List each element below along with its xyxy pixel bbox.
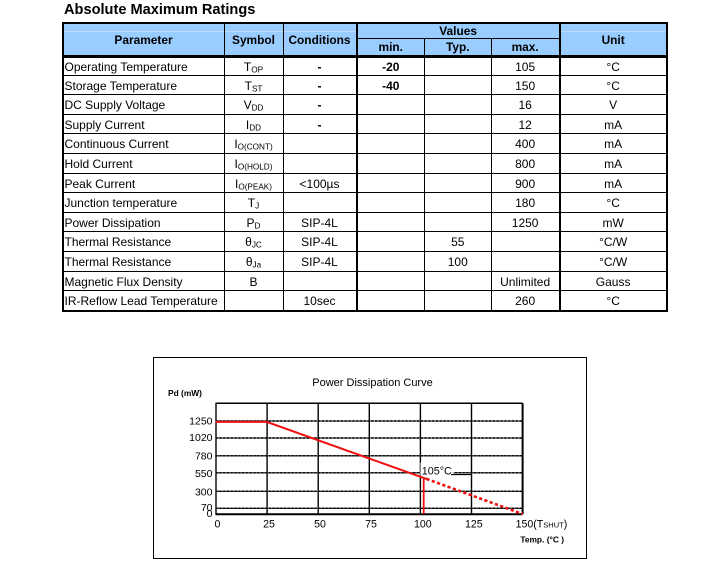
svg-text:0: 0: [206, 508, 212, 520]
svg-text:50: 50: [314, 518, 326, 530]
svg-text:70: 70: [200, 502, 212, 514]
svg-text:550: 550: [195, 468, 213, 480]
svg-text:75: 75: [365, 518, 377, 530]
svg-text:105°C: 105°C: [421, 465, 451, 477]
svg-text:0: 0: [214, 518, 220, 530]
svg-text:125: 125: [465, 518, 483, 530]
svg-text:Power Dissipation Curve: Power Dissipation Curve: [312, 377, 432, 389]
svg-text:25: 25: [263, 518, 275, 530]
svg-text:Pd (mW): Pd (mW): [168, 388, 202, 398]
svg-text:780: 780: [195, 450, 213, 462]
svg-text:1020: 1020: [189, 432, 213, 444]
svg-text:100: 100: [414, 518, 432, 530]
svg-text:300: 300: [195, 486, 213, 498]
svg-text:Temp. (°C ): Temp. (°C ): [520, 534, 564, 544]
svg-text:150(TSHUT): 150(TSHUT): [515, 518, 567, 530]
svg-text:1250: 1250: [189, 415, 213, 427]
